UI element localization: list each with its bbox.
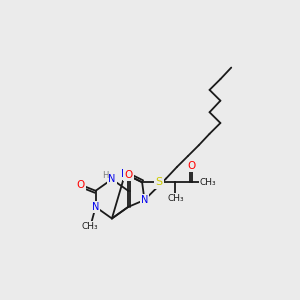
- Text: H: H: [102, 171, 108, 180]
- Text: O: O: [76, 180, 84, 190]
- Text: CH₃: CH₃: [200, 178, 216, 187]
- Text: O: O: [124, 169, 132, 180]
- Text: N: N: [92, 202, 99, 212]
- Text: N: N: [108, 174, 116, 184]
- Text: N: N: [122, 169, 129, 179]
- Text: CH₃: CH₃: [167, 194, 184, 203]
- Text: CH₃: CH₃: [82, 223, 98, 232]
- Text: O: O: [188, 161, 196, 171]
- Text: N: N: [141, 195, 148, 205]
- Text: S: S: [156, 177, 163, 187]
